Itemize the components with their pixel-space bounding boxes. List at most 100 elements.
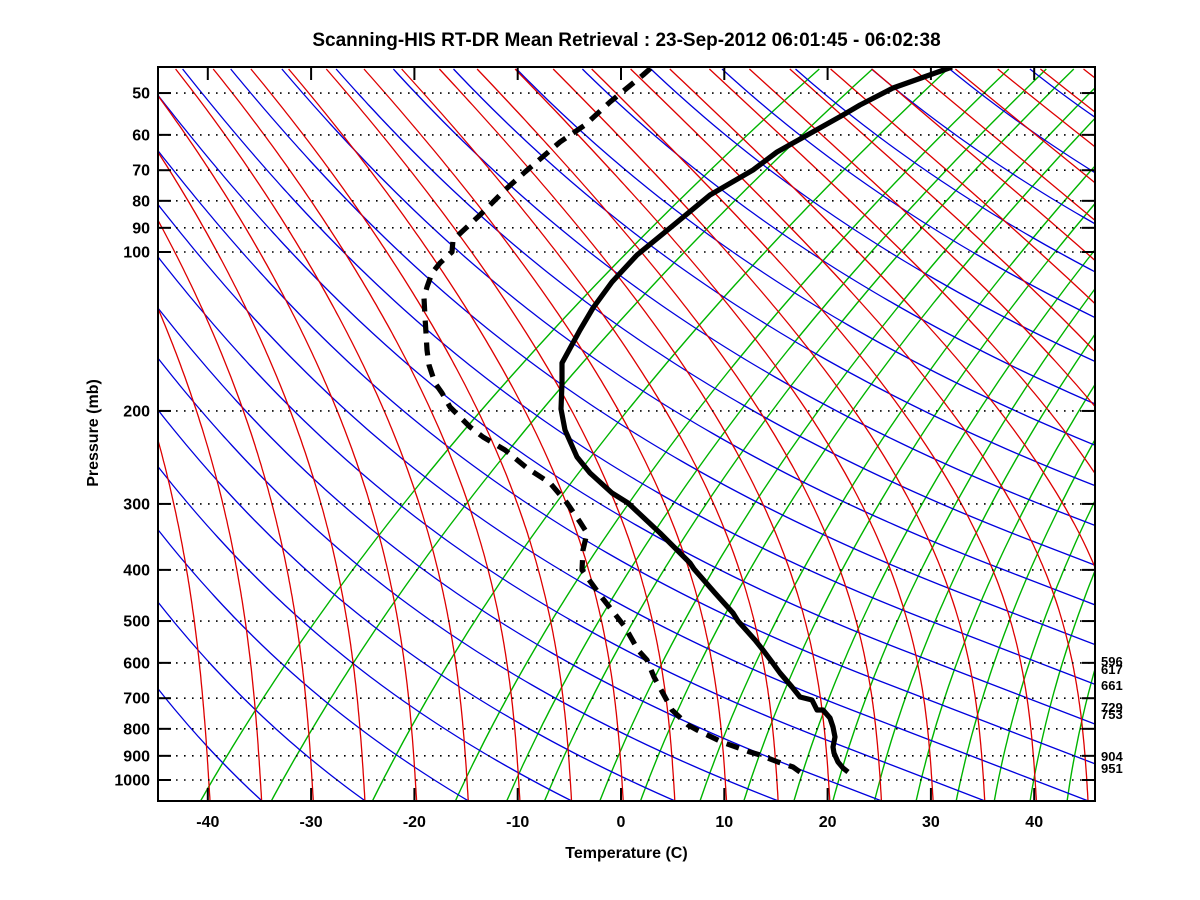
temperature-tick-label: -40: [196, 814, 219, 831]
moist-adiabat-line: [514, 68, 934, 800]
moist-adiabat-line: [159, 309, 263, 800]
side-pressure-label: 904: [1101, 749, 1123, 764]
mixing-ratio-line: [993, 501, 1094, 800]
mixing-ratio-line: [874, 334, 1094, 800]
dry-adiabat-line: [392, 68, 1094, 526]
moist-adiabat-line: [1171, 69, 1200, 525]
pressure-tick-label: 400: [123, 562, 150, 579]
temperature-tick-label: 0: [617, 814, 626, 831]
pressure-tick-label: 90: [132, 220, 150, 237]
pressure-tick-label: 200: [123, 403, 150, 420]
moist-adiabat-line: [871, 68, 1094, 261]
dry-adiabat-line: [721, 68, 1094, 318]
temperature-axis-label: Temperature (C): [565, 845, 688, 862]
dry-adiabat-line: [159, 466, 572, 800]
dry-adiabat-line: [159, 204, 1088, 800]
moist-adiabat-line: [159, 96, 418, 800]
dry-adiabat-line: [281, 68, 1094, 606]
moist-adiabat-line: [159, 441, 211, 800]
background-line-families: [159, 68, 1200, 800]
moist-adiabat-line: [997, 68, 1094, 147]
moist-adiabat-line: [748, 68, 1094, 407]
mixing-ratio-line: [200, 68, 820, 800]
temperature-tick-label: -30: [300, 814, 323, 831]
moist-adiabat-line: [669, 68, 1094, 567]
moist-adiabat-line: [1127, 69, 1200, 677]
pressure-tick-label: 50: [132, 86, 150, 103]
moist-adiabat-line: [630, 68, 1089, 800]
moist-adiabat-line: [325, 68, 676, 800]
plot-frame: [157, 66, 1096, 802]
moist-adiabat-line: [159, 152, 366, 800]
moist-adiabat-line: [159, 220, 314, 800]
mixing-ratio-line: [743, 203, 1094, 800]
chart-title: Scanning-HIS RT-DR Mean Retrieval : 23-S…: [312, 30, 941, 51]
mixing-ratio-line: [506, 68, 1047, 800]
dry-adiabat-line: [230, 68, 1094, 645]
moist-adiabat-line: [250, 68, 573, 800]
moist-adiabat-line: [591, 68, 1038, 800]
dry-adiabat-line: [159, 529, 469, 800]
moist-adiabat-line: [789, 68, 1094, 352]
temperature-tick-label: 10: [715, 814, 733, 831]
pressure-tick-label: 100: [123, 245, 150, 262]
mixing-ratio-line: [271, 68, 873, 800]
dry-adiabat-line: [159, 95, 1094, 725]
side-pressure-label: 753: [1101, 707, 1123, 722]
temperature-tick-label: 40: [1025, 814, 1043, 831]
temperature-profile-line: [558, 68, 953, 775]
moist-adiabat-line: [212, 68, 521, 800]
mixing-ratio-line: [599, 87, 1094, 800]
moist-adiabat-line: [552, 68, 986, 800]
dry-adiabat-line: [949, 68, 1094, 173]
side-pressure-label: 729: [1101, 700, 1123, 715]
mixing-ratio-line: [832, 289, 1094, 800]
moist-adiabat-line: [476, 68, 883, 800]
pressure-tick-label: 70: [132, 163, 150, 180]
moist-adiabat-line: [438, 68, 831, 800]
moist-adiabat-line: [288, 68, 624, 800]
moist-adiabat-line: [363, 68, 728, 800]
dry-adiabat-line: [335, 68, 1094, 566]
mixing-ratio-line: [915, 384, 1094, 800]
dry-adiabat-line: [871, 68, 1094, 224]
dry-adiabat-line: [159, 410, 675, 800]
dry-adiabat-line: [159, 257, 985, 800]
skewt-chart: 5060708090100200300400500600700800900100…: [114, 66, 1200, 831]
mixing-ratio-line: [1029, 571, 1094, 800]
dry-adiabat-line: [1112, 69, 1200, 357]
pressure-tick-label: 800: [123, 721, 150, 738]
pressure-tick-label: 80: [132, 193, 150, 210]
mixing-ratio-line: [1066, 669, 1094, 800]
pressure-tick-label: 500: [123, 614, 150, 631]
dewpoint-profile-line: [421, 68, 802, 775]
pressure-tick-label: 60: [132, 127, 150, 144]
dry-adiabat-line: [1029, 68, 1094, 118]
mixing-ratio-line: [640, 118, 1094, 800]
pressure-tick-label: 1000: [114, 773, 150, 790]
dry-adiabat-line: [1196, 69, 1200, 317]
side-pressure-label: 596: [1101, 654, 1123, 669]
moist-adiabat-line: [708, 68, 1094, 474]
mixing-ratio-line: [955, 440, 1094, 800]
pressure-tick-label: 300: [123, 496, 150, 513]
mixing-ratio-line: [793, 250, 1094, 800]
side-pressure-label: 661: [1101, 678, 1123, 693]
dry-adiabat-line: [159, 688, 262, 800]
dry-adiabat-line: [795, 68, 1094, 273]
pressure-tick-label: 900: [123, 748, 150, 765]
side-pressure-label: 951: [1101, 761, 1123, 776]
pressure-tick-label: 600: [123, 655, 150, 672]
temperature-tick-label: -20: [403, 814, 426, 831]
axis-ticks: 5060708090100200300400500600700800900100…: [114, 67, 1095, 831]
pressure-tick-label: 700: [123, 691, 150, 708]
temperature-tick-label: 30: [922, 814, 940, 831]
dry-adiabat-line: [159, 150, 1094, 765]
temperature-tick-label: 20: [819, 814, 837, 831]
side-pressure-label: 617: [1101, 662, 1123, 677]
temperature-tick-label: -10: [506, 814, 529, 831]
moist-adiabat-line: [830, 68, 1094, 304]
dry-adiabat-line: [516, 68, 1094, 446]
moist-adiabat-line: [912, 68, 1094, 221]
